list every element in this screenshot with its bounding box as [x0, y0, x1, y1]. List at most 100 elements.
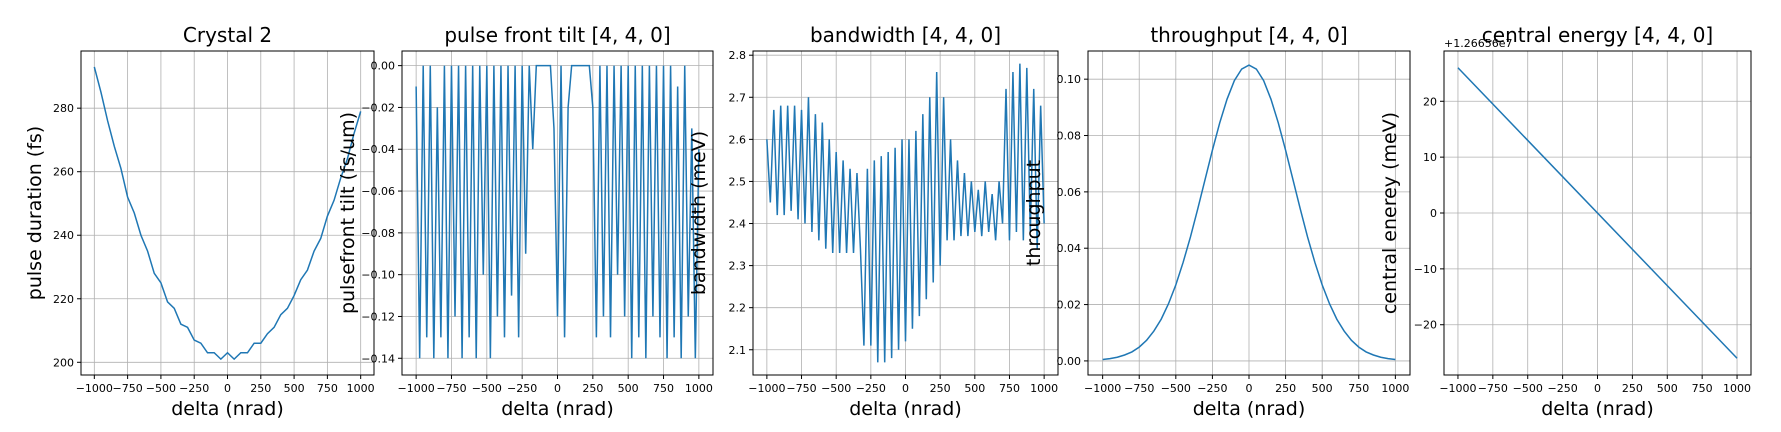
- x-tick-label: 750: [317, 382, 338, 395]
- chart-title: central energy [4, 4, 0]: [1482, 23, 1713, 47]
- x-tick-label: −250: [1548, 382, 1578, 395]
- y-tick-label: 2.5: [729, 175, 747, 188]
- x-tick-label: 500: [618, 382, 639, 395]
- data-line: [1457, 67, 1738, 359]
- y-tick-label: 2.7: [729, 91, 747, 104]
- data-line: [766, 63, 1045, 363]
- x-tick-label: −1000: [398, 382, 435, 395]
- y-tick-label: 0: [1430, 207, 1437, 220]
- y-tick-label: −10: [1414, 263, 1437, 276]
- y-tick-label: 0.06: [1057, 186, 1082, 199]
- x-tick-label: 750: [1348, 382, 1369, 395]
- y-tick-label: 200: [53, 356, 74, 369]
- subplot: −1000 −750 −500 −250 0 250 500 750 1000 0.00 0.02 0…: [1023, 23, 1411, 420]
- y-axis-label: pulsefront tilt (fs/um): [337, 112, 359, 314]
- x-axis-label: delta (nrad): [849, 398, 962, 420]
- chart-title: throughput [4, 4, 0]: [1150, 23, 1347, 47]
- y-tick-label: 280: [53, 102, 74, 115]
- x-tick-label: −1000: [1439, 382, 1476, 395]
- y-tick-label: 0.00: [1057, 355, 1082, 368]
- x-tick-label: 250: [930, 382, 951, 395]
- y-tick-label: −0.08: [361, 227, 395, 240]
- subplot: −1000 −750 −500 −250 0 250 500 750 1000 −20 −10 0 10…: [1379, 23, 1752, 420]
- x-tick-label: 250: [1622, 382, 1643, 395]
- x-axis-label: delta (nrad): [1193, 398, 1306, 420]
- x-tick-label: 250: [250, 382, 271, 395]
- x-tick-label: −500: [472, 382, 502, 395]
- x-tick-label: −500: [821, 382, 851, 395]
- y-tick-label: −0.02: [361, 101, 395, 114]
- axes-frame: [1443, 50, 1752, 376]
- subplot: −1000 −750 −500 −250 0 250 500 750 1000 2.1 2.2 2.3…: [688, 23, 1059, 420]
- data-line: [1102, 64, 1396, 361]
- y-axis-label: throughput: [1023, 160, 1045, 266]
- chart-title: Crystal 2: [183, 23, 272, 47]
- x-tick-label: 1000: [1381, 382, 1409, 395]
- data-line: [415, 64, 700, 359]
- axes-frame: [1087, 50, 1411, 376]
- x-tick-label: 1000: [1030, 382, 1058, 395]
- y-tick-label: 260: [53, 166, 74, 179]
- x-tick-label: −500: [1513, 382, 1543, 395]
- y-tick-label: 2.6: [729, 133, 747, 146]
- y-tick-label: 2.1: [729, 344, 747, 357]
- x-tick-label: −1000: [76, 382, 113, 395]
- y-tick-label: 0.00: [371, 60, 396, 73]
- x-tick-label: −1000: [748, 382, 785, 395]
- x-tick-label: 0: [1246, 382, 1253, 395]
- y-axis-label: central enerey (meV): [1379, 112, 1401, 314]
- y-tick-label: −20: [1414, 319, 1437, 332]
- x-tick-label: −1000: [1084, 382, 1121, 395]
- y-tick-label: −0.14: [361, 352, 395, 365]
- x-tick-label: 1000: [685, 382, 713, 395]
- chart-title: bandwidth [4, 4, 0]: [810, 23, 1001, 47]
- y-tick-label: 0.02: [1057, 299, 1082, 312]
- y-axis-label: pulse duration (fs): [24, 126, 46, 300]
- x-tick-label: 500: [1657, 382, 1678, 395]
- x-tick-label: −250: [1197, 382, 1227, 395]
- x-tick-label: 1000: [1723, 382, 1751, 395]
- offset-label: +1.26656e7: [1444, 37, 1512, 50]
- x-tick-label: −750: [1124, 382, 1154, 395]
- x-tick-label: −250: [856, 382, 886, 395]
- axes-frame: [401, 50, 714, 376]
- y-tick-label: 0.10: [1057, 73, 1082, 86]
- y-tick-label: 240: [53, 229, 74, 242]
- y-tick-label: 2.4: [729, 218, 747, 231]
- x-tick-label: 500: [1312, 382, 1333, 395]
- y-tick-label: 0.08: [1057, 130, 1082, 143]
- y-tick-label: −0.06: [361, 185, 395, 198]
- x-tick-label: −500: [146, 382, 176, 395]
- data-line: [93, 66, 362, 361]
- axes-frame: [80, 50, 375, 376]
- y-tick-label: −0.10: [361, 269, 395, 282]
- x-tick-label: 750: [1692, 382, 1713, 395]
- y-axis-label: bandwidth (meV): [688, 131, 710, 295]
- y-tick-label: −0.12: [361, 310, 395, 323]
- x-tick-label: 0: [224, 382, 231, 395]
- y-tick-label: 10: [1423, 151, 1437, 164]
- subplot: −1000 −750 −500 −250 0 250 500 750 1000 200 220 240…: [24, 23, 375, 420]
- x-tick-label: 1000: [347, 382, 375, 395]
- y-tick-label: 2.8: [729, 49, 747, 62]
- y-tick-label: −0.04: [361, 143, 395, 156]
- x-axis-label: delta (nrad): [1541, 398, 1654, 420]
- x-tick-label: −250: [179, 382, 209, 395]
- y-tick-label: 220: [53, 293, 74, 306]
- x-tick-label: −750: [113, 382, 143, 395]
- x-tick-label: −250: [507, 382, 537, 395]
- x-tick-label: 0: [554, 382, 561, 395]
- y-tick-label: 20: [1423, 95, 1437, 108]
- x-tick-label: 0: [902, 382, 909, 395]
- x-tick-label: 250: [582, 382, 603, 395]
- x-tick-label: 250: [1275, 382, 1296, 395]
- x-tick-label: −750: [436, 382, 466, 395]
- chart-title: pulse front tilt [4, 4, 0]: [444, 23, 670, 47]
- x-tick-label: −750: [786, 382, 816, 395]
- x-tick-label: 750: [999, 382, 1020, 395]
- y-tick-label: 2.3: [729, 260, 747, 273]
- x-tick-label: 500: [284, 382, 305, 395]
- x-tick-label: −750: [1478, 382, 1508, 395]
- subplot: −1000 −750 −500 −250 0 250 500 750 1000 0.00 −0.02…: [337, 23, 714, 420]
